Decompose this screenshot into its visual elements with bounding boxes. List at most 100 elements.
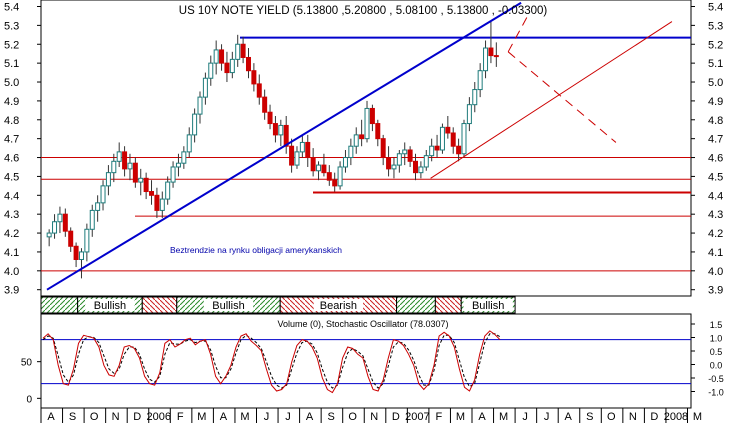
stochastic-oscillator bbox=[41, 330, 691, 394]
x-tick-label: J bbox=[264, 411, 270, 423]
x-tick-label: D bbox=[133, 411, 141, 423]
candle-body bbox=[402, 149, 408, 155]
price-tick-label-right: 4.6 bbox=[708, 153, 723, 165]
price-tick-label-right: 4.2 bbox=[708, 228, 723, 240]
x-tick-label: A bbox=[47, 411, 55, 423]
candle-body bbox=[386, 157, 392, 170]
candle-body bbox=[245, 56, 251, 72]
candle-body bbox=[132, 162, 138, 183]
trendlines bbox=[46, 1, 673, 291]
candle-body bbox=[380, 138, 386, 159]
x-tick-label: D bbox=[392, 411, 400, 423]
stochastic-k-line bbox=[42, 330, 501, 394]
stochastic-d-line bbox=[42, 333, 501, 389]
candle-body bbox=[466, 104, 472, 125]
trend-bar: Bullish Bullish Bearish Bullish bbox=[40, 296, 516, 314]
candle-body bbox=[262, 96, 268, 113]
candle-body bbox=[348, 145, 354, 159]
candle-body bbox=[52, 221, 58, 234]
price-tick-label-right: 4.9 bbox=[708, 96, 723, 108]
x-tick-label: 2007 bbox=[405, 411, 429, 423]
candle-body bbox=[278, 124, 284, 136]
candle-body bbox=[84, 228, 90, 253]
candle-body bbox=[175, 162, 181, 168]
horizontal-levels bbox=[41, 36, 691, 272]
candle-body bbox=[105, 172, 111, 187]
x-tick-label: M bbox=[240, 411, 249, 423]
price-tick-label-left: 5.4 bbox=[4, 2, 19, 14]
price-tick-label-right: 5.4 bbox=[708, 2, 723, 14]
annotation-text: Beztrendzie na rynku obligacji amerykans… bbox=[170, 245, 342, 255]
candle-body bbox=[407, 149, 413, 162]
candle-body bbox=[332, 179, 338, 187]
candle-body bbox=[445, 126, 451, 134]
x-tick-label: J bbox=[285, 411, 291, 423]
indicator-right-tick-label: 1.0 bbox=[710, 334, 723, 344]
price-tick-label-left: 4.7 bbox=[4, 134, 19, 146]
candle-body bbox=[289, 145, 295, 166]
trendline bbox=[507, 51, 617, 143]
candle-body bbox=[369, 107, 375, 125]
candle-body bbox=[472, 89, 478, 106]
candle-body bbox=[208, 62, 214, 79]
candle-body bbox=[483, 47, 489, 72]
candle-body bbox=[46, 232, 52, 238]
bearish-segment bbox=[141, 296, 178, 314]
x-tick-label: M bbox=[456, 411, 465, 423]
candle-body bbox=[439, 126, 445, 151]
trendline bbox=[507, 11, 531, 53]
x-tick-label: A bbox=[478, 411, 486, 423]
candle-body bbox=[138, 177, 144, 183]
x-tick-label: 2006 bbox=[147, 411, 171, 423]
time-axis: A S O N D 2006 F M A M J J A S O N D 2007 F M A M J J A S O N D 2008 M bbox=[40, 407, 702, 423]
candle-body bbox=[89, 209, 95, 230]
candle-body bbox=[353, 134, 359, 147]
candle-body bbox=[186, 134, 192, 153]
indicator-right-tick-label: 1.5 bbox=[710, 320, 723, 330]
price-tick-label-right: 5.0 bbox=[708, 77, 723, 89]
candle-body bbox=[461, 123, 467, 155]
candle-body bbox=[321, 164, 327, 174]
price-tick-label-right: 5.1 bbox=[708, 58, 723, 70]
indicator-right-tick-label: -0.5 bbox=[708, 374, 724, 384]
price-tick-label-right: 4.5 bbox=[708, 171, 723, 183]
segment-label-bg bbox=[463, 299, 513, 311]
indicator-axis: 50 0 1.5 1.0 0.5 0.0 -0.5 -1.0 bbox=[21, 320, 724, 405]
x-tick-label: O bbox=[90, 411, 99, 423]
price-tick-label-left: 4.5 bbox=[4, 171, 19, 183]
candle-body bbox=[111, 160, 117, 174]
price-tick-label-right: 3.9 bbox=[708, 285, 723, 297]
indicator-panel bbox=[40, 313, 692, 409]
price-tick-label-left: 4.9 bbox=[4, 96, 19, 108]
x-tick-label: J bbox=[544, 411, 550, 423]
price-tick-label-left: 5.0 bbox=[4, 77, 19, 89]
candle-body bbox=[57, 213, 63, 223]
candle-body bbox=[413, 160, 419, 174]
candle-body bbox=[181, 151, 187, 164]
price-tick-label-right: 4.8 bbox=[708, 115, 723, 127]
candle-body bbox=[219, 49, 225, 64]
candle-body bbox=[165, 181, 171, 200]
candle-body bbox=[78, 251, 84, 260]
candle-body bbox=[396, 153, 402, 166]
candle-body bbox=[477, 70, 483, 91]
x-tick-label: D bbox=[650, 411, 658, 423]
trendline bbox=[430, 21, 673, 179]
segment-label: Bearish bbox=[320, 300, 357, 312]
price-tick-label-left: 4.3 bbox=[4, 209, 19, 221]
candle-body bbox=[73, 245, 79, 260]
candle-body bbox=[192, 113, 198, 136]
candle-body bbox=[434, 145, 440, 151]
price-tick-label-left: 4.6 bbox=[4, 153, 19, 165]
candle-body bbox=[240, 43, 246, 58]
segment-label-bg bbox=[203, 299, 254, 311]
segment-label: Bullish bbox=[212, 300, 244, 312]
candle-body bbox=[488, 47, 494, 57]
candle-body bbox=[423, 155, 429, 168]
price-tick-label-left: 4.2 bbox=[4, 228, 19, 240]
price-tick-label-right: 4.0 bbox=[708, 266, 723, 278]
candle-body bbox=[272, 123, 278, 136]
candle-body bbox=[127, 162, 133, 170]
x-tick-label: S bbox=[69, 411, 76, 423]
price-tick-label-left: 5.3 bbox=[4, 20, 19, 32]
